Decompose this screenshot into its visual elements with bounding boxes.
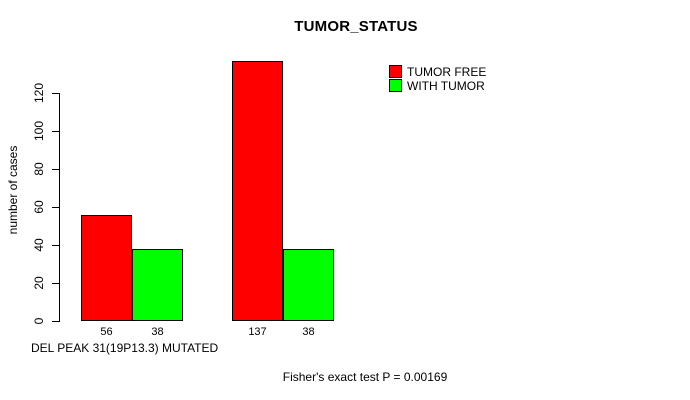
y-tick-label: 40 xyxy=(32,238,46,252)
y-tick xyxy=(52,283,59,284)
bar-with-tumor-group2 xyxy=(283,249,334,321)
y-tick xyxy=(52,169,59,170)
y-tick-label: 20 xyxy=(32,276,46,290)
bar-tumor-free-group2 xyxy=(232,61,283,321)
with-tumor-swatch xyxy=(389,79,402,92)
y-axis-label: number of cases xyxy=(6,145,20,235)
y-tick xyxy=(52,93,59,94)
legend-label-tumor-free: TUMOR FREE xyxy=(407,64,487,79)
y-tick xyxy=(52,321,59,322)
chart-title: TUMOR_STATUS xyxy=(294,18,418,35)
bar-value-label: 137 xyxy=(248,326,267,338)
y-axis-line xyxy=(59,93,60,322)
y-tick xyxy=(52,131,59,132)
y-tick xyxy=(52,245,59,246)
fisher-test-annotation: Fisher's exact test P = 0.00169 xyxy=(282,370,448,384)
y-tick-label: 80 xyxy=(32,162,46,176)
bar-value-label: 56 xyxy=(100,326,113,338)
bar-with-tumor-group1 xyxy=(132,249,183,321)
x-axis-label: DEL PEAK 31(19P13.3) MUTATED xyxy=(31,341,219,355)
y-tick-label: 100 xyxy=(32,120,46,142)
y-tick xyxy=(52,207,59,208)
legend-item-tumor-free: TUMOR FREE xyxy=(389,64,487,79)
tumor-free-swatch xyxy=(389,65,402,78)
y-tick-label: 120 xyxy=(32,82,46,104)
bar-tumor-free-group1 xyxy=(81,215,132,321)
legend-label-with-tumor: WITH TUMOR xyxy=(407,78,485,93)
bar-value-label: 38 xyxy=(302,326,315,338)
legend-item-with-tumor: WITH TUMOR xyxy=(389,78,486,93)
y-tick-label: 60 xyxy=(32,200,46,214)
y-tick-label: 0 xyxy=(32,317,46,325)
bar-value-label: 38 xyxy=(151,326,164,338)
legend: TUMOR FREE WITH TUMOR xyxy=(389,65,486,93)
